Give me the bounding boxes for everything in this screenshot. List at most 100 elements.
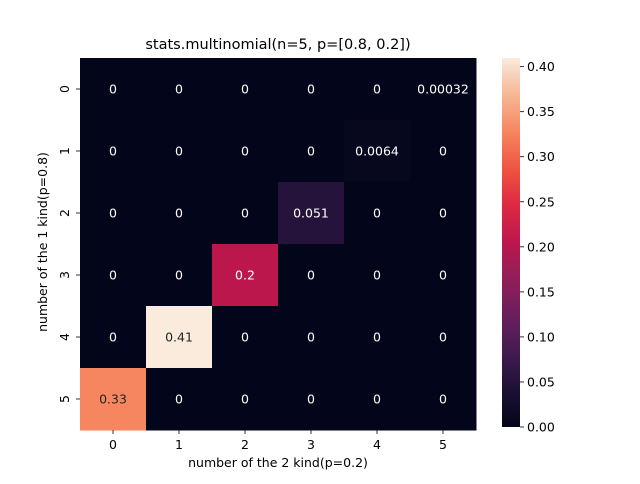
cell-value-label: 0.2 xyxy=(235,268,255,283)
heatmap-cell xyxy=(278,368,345,431)
heatmap-cell xyxy=(146,58,213,121)
colorbar-tick-label: 0.30 xyxy=(527,149,555,164)
y-tick-label: 0 xyxy=(57,85,72,93)
heatmap-cell xyxy=(278,306,345,369)
cell-value-label: 0 xyxy=(109,144,117,159)
heatmap-cell xyxy=(80,368,147,431)
cell-value-label: 0 xyxy=(175,206,183,221)
heatmap-cell xyxy=(410,306,477,369)
cell-value-label: 0 xyxy=(307,268,315,283)
cell-value-label: 0.00032 xyxy=(417,82,469,97)
cell-value-label: 0 xyxy=(439,392,447,407)
heatmap-cells xyxy=(80,58,477,431)
heatmap-cell xyxy=(410,120,477,183)
cell-value-label: 0.33 xyxy=(99,392,127,407)
cell-value-label: 0.051 xyxy=(293,206,329,221)
y-tick-label: 3 xyxy=(57,271,72,279)
x-tick-label: 0 xyxy=(109,437,117,452)
colorbar-tick-label: 0.10 xyxy=(527,329,555,344)
x-tick-label: 4 xyxy=(373,437,381,452)
cell-value-label: 0 xyxy=(439,144,447,159)
y-tick-label: 5 xyxy=(57,395,72,403)
heatmap-cell xyxy=(146,120,213,183)
cell-value-label: 0 xyxy=(175,392,183,407)
cell-value-label: 0 xyxy=(175,268,183,283)
x-tick-label: 5 xyxy=(439,437,447,452)
heatmap-cell xyxy=(344,368,411,431)
cell-value-label: 0.0064 xyxy=(355,144,399,159)
cell-value-label: 0 xyxy=(373,268,381,283)
heatmap-cell-labels: 0 0 0 0 0 0.00032 0 0 0 0 0.0064 0 0 0 0 0.051 0 0 0 0 0.2 0 0… xyxy=(99,82,469,407)
colorbar xyxy=(502,58,520,427)
heatmap-cell xyxy=(278,244,345,307)
y-tick-label: 2 xyxy=(57,209,72,217)
cell-value-label: 0 xyxy=(109,82,117,97)
cell-value-label: 0 xyxy=(241,144,249,159)
colorbar-axis: 0.00 0.05 0.10 0.15 0.20 0.25 0.30 0.35 0.40 xyxy=(520,59,555,435)
cell-value-label: 0 xyxy=(109,330,117,345)
heatmap-cell xyxy=(146,368,213,431)
colorbar-tick-label: 0.15 xyxy=(527,284,555,299)
heatmap-cell xyxy=(80,182,147,245)
cell-value-label: 0 xyxy=(109,206,117,221)
x-axis: 0 1 2 3 4 5 xyxy=(109,430,447,452)
cell-value-label: 0 xyxy=(241,82,249,97)
cell-value-label: 0 xyxy=(241,206,249,221)
cell-value-label: 0 xyxy=(373,392,381,407)
colorbar-tick-label: 0.35 xyxy=(527,104,555,119)
heatmap-cell xyxy=(212,120,279,183)
heatmap-cell xyxy=(212,58,279,121)
colorbar-tick-label: 0.40 xyxy=(527,59,555,74)
cell-value-label: 0 xyxy=(109,268,117,283)
y-axis: 0 1 2 3 4 5 xyxy=(57,85,80,403)
heatmap-cell xyxy=(212,306,279,369)
y-axis-label: number of the 1 kind(p=0.8) xyxy=(35,152,50,332)
colorbar-tick-label: 0.25 xyxy=(527,194,555,209)
y-tick-label: 1 xyxy=(57,147,72,155)
x-tick-label: 2 xyxy=(241,437,249,452)
cell-value-label: 0 xyxy=(307,144,315,159)
heatmap-cell xyxy=(344,182,411,245)
heatmap-cell xyxy=(146,244,213,307)
cell-value-label: 0 xyxy=(307,82,315,97)
heatmap-cell xyxy=(80,306,147,369)
cell-value-label: 0 xyxy=(439,206,447,221)
heatmap-cell xyxy=(410,244,477,307)
cell-value-label: 0 xyxy=(373,82,381,97)
heatmap-cell xyxy=(410,368,477,431)
heatmap-cell xyxy=(410,58,477,121)
heatmap-cell xyxy=(344,244,411,307)
x-axis-label: number of the 2 kind(p=0.2) xyxy=(188,455,368,470)
heatmap-cell xyxy=(80,120,147,183)
heatmap-cell xyxy=(278,58,345,121)
heatmap-cell xyxy=(212,244,279,307)
cell-value-label: 0 xyxy=(439,268,447,283)
colorbar-tick-label: 0.00 xyxy=(527,420,555,435)
heatmap-cell xyxy=(344,306,411,369)
x-tick-label: 1 xyxy=(175,437,183,452)
cell-value-label: 0 xyxy=(439,330,447,345)
heatmap-cell xyxy=(278,182,345,245)
cell-value-label: 0.41 xyxy=(165,330,193,345)
colorbar-tick-label: 0.20 xyxy=(527,239,555,254)
y-tick-label: 4 xyxy=(57,333,72,341)
cell-value-label: 0 xyxy=(241,330,249,345)
cell-value-label: 0 xyxy=(175,144,183,159)
cell-value-label: 0 xyxy=(307,392,315,407)
heatmap-cell xyxy=(344,120,411,183)
chart-title: stats.multinomial(n=5, p=[0.8, 0.2]) xyxy=(145,37,410,53)
heatmap-cell xyxy=(80,58,147,121)
x-tick-label: 3 xyxy=(307,437,315,452)
heatmap-cell xyxy=(146,182,213,245)
cell-value-label: 0 xyxy=(373,330,381,345)
heatmap-cell xyxy=(146,306,213,369)
cell-value-label: 0 xyxy=(373,206,381,221)
heatmap-cell xyxy=(410,182,477,245)
heatmap-cell xyxy=(80,244,147,307)
heatmap-cell xyxy=(344,58,411,121)
heatmap-cell xyxy=(212,182,279,245)
colorbar-tick-label: 0.05 xyxy=(527,374,555,389)
heatmap-cell xyxy=(212,368,279,431)
